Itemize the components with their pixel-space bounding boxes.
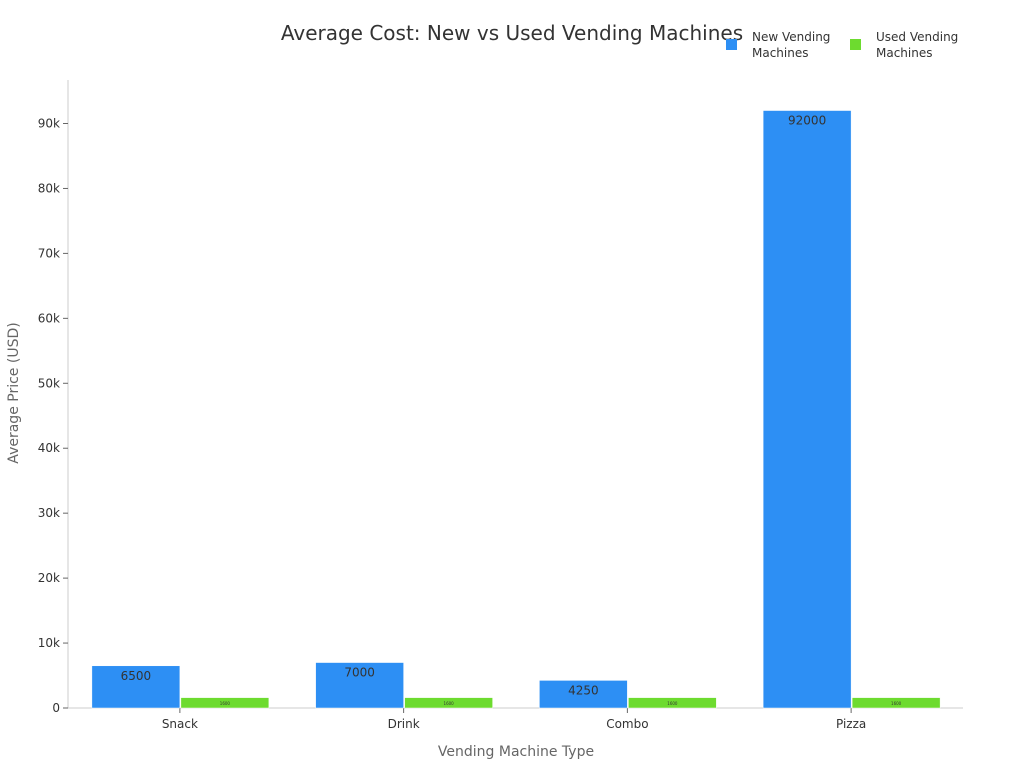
- bar-new-snack: [91, 665, 181, 709]
- y-axis-ticks: 0 10k 20k 30k 40k 50k 60k 70k 80k 90k: [38, 117, 68, 715]
- bar-new-pizza: [762, 110, 852, 709]
- data-label-new-combo: 4250: [568, 683, 599, 697]
- data-label-used-pizza: 1600: [891, 701, 902, 706]
- y-tick-label: 30k: [38, 506, 60, 520]
- y-tick-label: 70k: [38, 246, 60, 260]
- x-tick-label: Snack: [162, 717, 198, 731]
- data-label-new-snack: 6500: [121, 669, 152, 683]
- data-label-used-drink: 1600: [444, 701, 455, 706]
- y-tick-label: 60k: [38, 311, 60, 325]
- bars: [91, 110, 941, 709]
- legend-label-new: New Vending Machines: [752, 30, 830, 60]
- data-labels: 6500 1600 7000 1600 4250 1600 92000 1600: [121, 114, 902, 706]
- data-label-used-snack: 1600: [220, 701, 231, 706]
- bar-used-pizza: [851, 697, 941, 709]
- legend-swatch-new: [726, 39, 737, 50]
- bar-used-snack: [180, 697, 270, 709]
- chart-title: Average Cost: New vs Used Vending Machin…: [281, 21, 743, 45]
- bar-new-drink: [315, 662, 404, 709]
- x-tick-label: Drink: [388, 717, 420, 731]
- bar-new-combo: [539, 680, 628, 709]
- x-axis-ticks: Snack Drink Combo Pizza: [162, 708, 866, 731]
- legend: New Vending Machines Used Vending Machines: [726, 30, 958, 60]
- legend-label-used: Used Vending Machines: [876, 30, 958, 60]
- x-axis-label: Vending Machine Type: [438, 744, 594, 760]
- x-tick-label: Combo: [606, 717, 648, 731]
- y-tick-label: 80k: [38, 181, 60, 195]
- legend-swatch-used: [850, 39, 861, 50]
- data-label-new-pizza: 92000: [788, 114, 826, 128]
- y-tick-label: 10k: [38, 636, 60, 650]
- bar-used-drink: [404, 697, 493, 709]
- y-axis-label: Average Price (USD): [6, 322, 22, 463]
- y-tick-label: 40k: [38, 441, 60, 455]
- bar-used-combo: [628, 697, 717, 709]
- y-tick-label: 20k: [38, 571, 60, 585]
- y-tick-label: 50k: [38, 376, 60, 390]
- data-label-new-drink: 7000: [344, 666, 375, 680]
- y-tick-label: 0: [52, 701, 60, 715]
- x-tick-label: Pizza: [836, 717, 866, 731]
- data-label-used-combo: 1600: [667, 701, 678, 706]
- y-tick-label: 90k: [38, 117, 60, 131]
